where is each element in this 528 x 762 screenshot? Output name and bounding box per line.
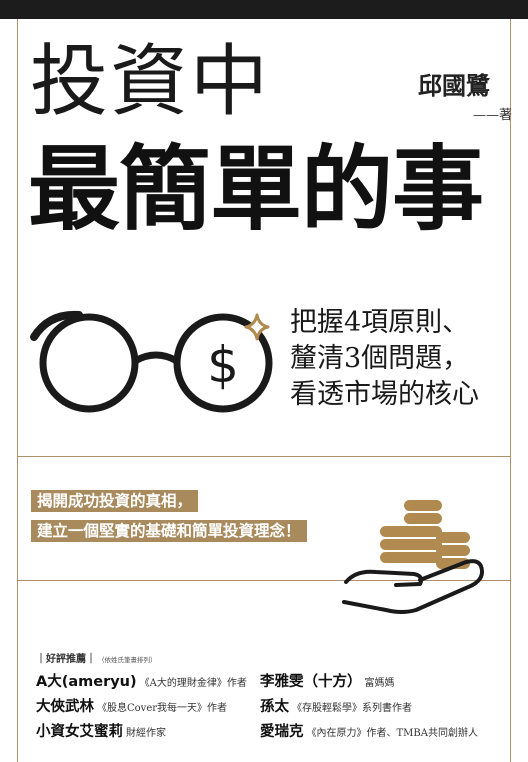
glasses-dollar-icon: $ [30, 310, 273, 413]
subtitle-line: 看透市場的核心 [290, 379, 479, 410]
author-name: 邱國鷺 [418, 72, 490, 100]
tagline-line-1: 揭開成功投資的真相， [31, 490, 199, 512]
subtitle-line: 釐清3個問題， [290, 343, 470, 374]
coins-in-hand-icon [342, 500, 484, 614]
subtitle-line: 把握4項原則、 [290, 307, 470, 338]
frame-line-left [17, 19, 18, 762]
tagline-line-2: 建立一個堅實的基礎和簡單投資理念！ [31, 520, 307, 542]
recommendation-item: 小資女艾蜜莉 財經作家 [36, 724, 166, 740]
frame-line-lower [17, 580, 511, 581]
recommendation-item: 孫太 《存股輕鬆學》系列書作者 [260, 699, 412, 715]
recommendations-header: ｜好評推薦｜ （依姓氏筆畫排列） [36, 654, 157, 665]
recommendation-item: A大(ameryu) 《A大的理財金律》作者 [36, 674, 247, 690]
sparkle-icon [244, 313, 270, 341]
title-line-1: 投資中 [30, 37, 271, 127]
recommendation-item: 李雅雯（十方） 富媽媽 [260, 674, 395, 690]
title-line-2: 最簡單的事 [28, 136, 484, 243]
frame-line-right [510, 19, 511, 762]
recommendation-item: 大俠武林 《股息Cover我每一天》作者 [36, 699, 228, 715]
author-role: ——著 [473, 108, 513, 123]
subtitle: 把握4項原則、 釐清3個問題， 看透市場的核心 [290, 305, 520, 413]
svg-text:$: $ [207, 336, 239, 394]
frame-line-mid [17, 456, 511, 457]
top-bar [0, 0, 528, 19]
recommendation-item: 愛瑞克 《內在原力》作者、TMBA共同創辦人 [260, 724, 478, 740]
